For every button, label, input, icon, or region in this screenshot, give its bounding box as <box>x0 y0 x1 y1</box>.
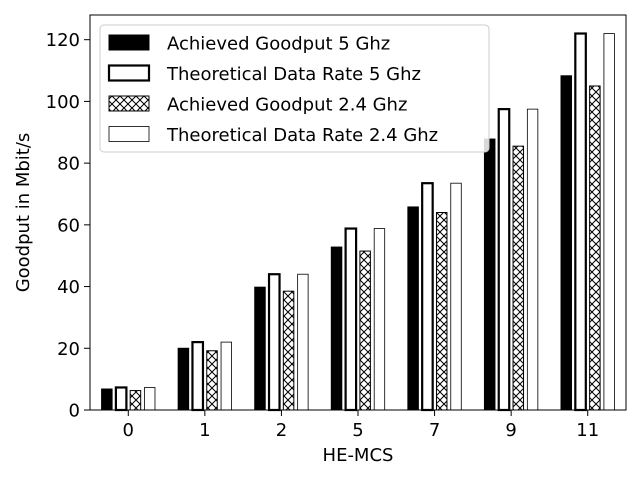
bar-s1-c1 <box>191 341 205 412</box>
bars-group <box>101 32 615 412</box>
legend-label: Theoretical Data Rate 2.4 Ghz <box>166 125 438 146</box>
bar-s2-c4 <box>435 212 448 411</box>
bar-s3-c0 <box>144 387 156 411</box>
bar-s3-c3 <box>373 228 386 411</box>
legend-swatch <box>108 95 150 112</box>
legend-swatch <box>108 34 150 51</box>
legend-label: Theoretical Data Rate 5 Ghz <box>166 64 421 85</box>
x-tick-label: 9 <box>505 420 516 441</box>
bar-s2-c2 <box>282 290 295 411</box>
x-tick-label: 5 <box>352 420 363 441</box>
y-tick-label: 20 <box>57 339 80 360</box>
x-axis-label: HE-MCS <box>323 445 394 466</box>
axes-group: 0 20 40 60 80 100 120 0 1 2 5 7 9 11 <box>46 14 627 441</box>
bar-s2-c1 <box>206 350 218 411</box>
x-tick-label: 0 <box>123 420 134 441</box>
bar-s1-c2 <box>267 273 281 412</box>
legend-swatch <box>107 64 151 82</box>
bar-s0-c2 <box>254 286 266 411</box>
bar-s1-c5 <box>497 108 511 412</box>
bar-s3-c2 <box>297 273 309 411</box>
bar-s3-c6 <box>603 33 615 411</box>
bar-s0-c3 <box>330 246 343 411</box>
legend-box <box>99 24 490 153</box>
bar-s2-c3 <box>359 250 371 411</box>
x-tick-label: 1 <box>199 420 210 441</box>
y-tick-label: 80 <box>57 154 80 175</box>
y-axis-label: Goodput in Mbit/s <box>13 133 34 293</box>
bar-s1-c0 <box>114 386 128 412</box>
legend-swatch <box>108 126 150 142</box>
y-tick-label: 60 <box>57 215 80 236</box>
x-tick-label: 7 <box>429 420 440 441</box>
bar-s3-c5 <box>526 108 539 411</box>
legend-label: Achieved Goodput 5 Ghz <box>167 34 390 55</box>
bar-s2-c5 <box>512 145 525 411</box>
bar-s1-c4 <box>421 182 434 412</box>
bar-s0-c1 <box>177 347 190 411</box>
bar-s3-c1 <box>220 341 232 411</box>
y-tick-label: 120 <box>46 30 80 51</box>
bar-s1-c6 <box>574 32 587 412</box>
bar-s0-c6 <box>560 75 573 411</box>
bar-s2-c0 <box>129 390 142 411</box>
x-tick-label: 2 <box>276 420 287 441</box>
bar-s3-c4 <box>450 182 462 411</box>
bar-s0-c5 <box>483 138 496 411</box>
legend: Achieved Goodput 5 Ghz Theoretical Data R… <box>99 24 490 153</box>
bar-s2-c6 <box>589 85 601 411</box>
bar-s0-c4 <box>407 206 419 411</box>
x-tick-label: 11 <box>576 420 599 441</box>
y-tick-label: 40 <box>57 277 80 298</box>
y-tick-label: 0 <box>69 401 80 422</box>
legend-label: Achieved Goodput 2.4 Ghz <box>167 95 407 116</box>
y-tick-label: 100 <box>46 92 80 113</box>
bar-s1-c3 <box>344 227 358 412</box>
bar-s0-c0 <box>101 388 113 411</box>
